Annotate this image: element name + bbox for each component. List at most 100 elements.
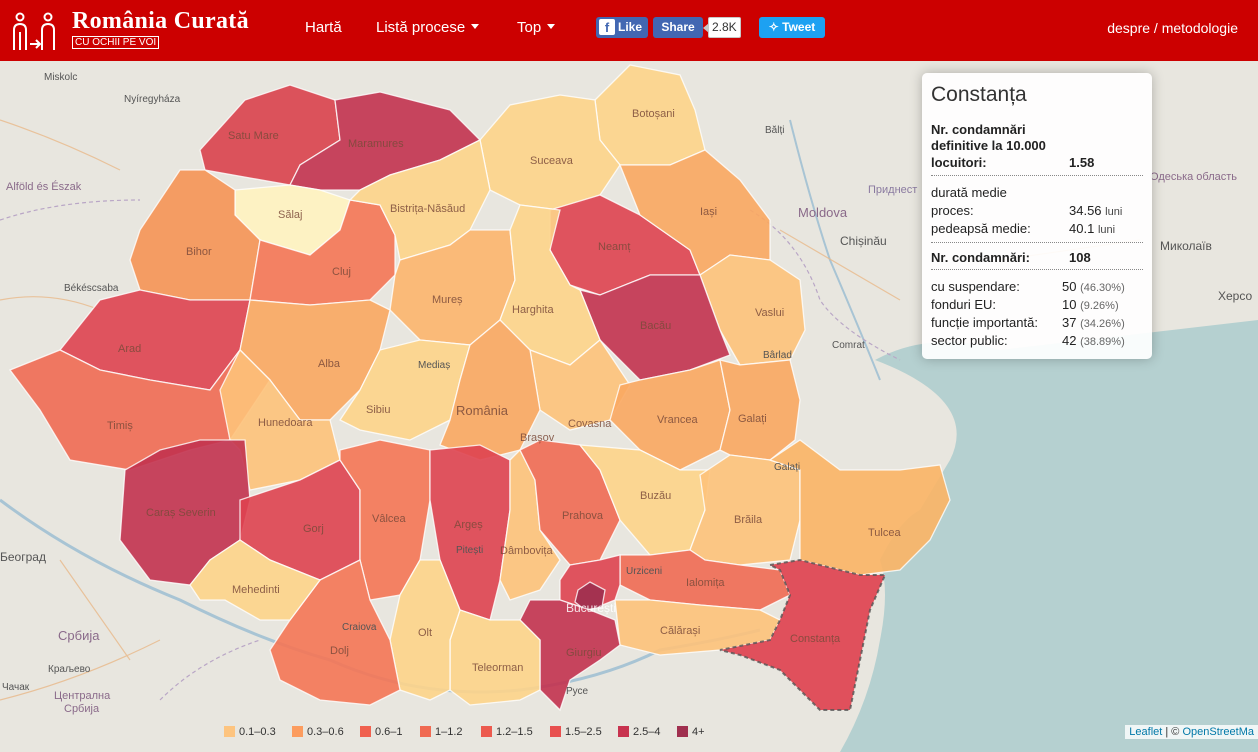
place-ruse: Русе <box>566 686 589 697</box>
facebook-share-count: 2.8K <box>703 17 741 38</box>
info-stat-value: 42 <box>1062 333 1077 348</box>
info-rate-label-1: Nr. condamnări <box>931 122 1026 137</box>
label-bucuresti: București <box>566 601 616 615</box>
county-bucuresti <box>574 581 606 611</box>
label-caras: Caraș Severin <box>146 507 216 519</box>
legend-label: 2.5–4 <box>633 726 661 738</box>
info-stat-label: sector public: <box>931 333 1008 348</box>
label-hunedoara: Hunedoara <box>258 417 313 429</box>
info-duration-label-1: durată medie <box>931 185 1007 200</box>
brand-logo[interactable]: România Curată CU OCHII PE VOI <box>10 6 270 54</box>
separator <box>931 269 1143 270</box>
info-stat-label: cu suspendare: <box>931 279 1020 294</box>
label-vrancea: Vrancea <box>657 414 698 426</box>
label-bistrita: Bistrița-Năsăud <box>390 203 465 215</box>
place-urziceni: Urziceni <box>626 566 662 577</box>
twitter-bird-icon: ✧ <box>768 20 779 34</box>
info-penalty-value-wrap: 40.1 luni <box>1069 221 1115 236</box>
place-kherson: Херсо <box>1218 289 1252 303</box>
label-suceava: Suceava <box>530 155 574 167</box>
caret-down-icon <box>547 24 556 29</box>
label-dolj: Dolj <box>330 645 349 657</box>
county-harghita <box>499 204 601 366</box>
top-navbar: România Curată CU OCHII PE VOI Hartă Lis… <box>0 0 1258 61</box>
label-galati: Galați <box>738 413 767 425</box>
facebook-icon: f <box>599 19 615 35</box>
legend-swatch <box>677 726 688 737</box>
counties-layer <box>8 64 951 712</box>
tweet-button[interactable]: ✧ Tweet <box>759 17 825 38</box>
place-mykolaiv: Миколаїв <box>1160 239 1212 253</box>
map-container[interactable]: Satu Mare Maramures Botoșani Suceava Săl… <box>0 61 1258 752</box>
legend-label: 1.2–1.5 <box>496 726 533 738</box>
label-timis: Timiș <box>107 420 133 432</box>
info-duration-unit: luni <box>1105 206 1123 218</box>
facebook-like-button[interactable]: f Like <box>596 17 648 38</box>
place-pitesti: Pitești <box>456 545 483 556</box>
info-penalty-row: pedeapsă medie: 40.1 luni <box>931 221 1145 237</box>
label-arges: Argeș <box>454 519 483 531</box>
info-stat-value-wrap: 37 (34.26%) <box>1062 315 1125 330</box>
place-centralna-1: Централна <box>54 690 111 702</box>
info-rate-label-2: definitive la 10.000 <box>931 138 1046 153</box>
info-stat-value: 50 <box>1062 279 1077 294</box>
legend-label: 0.1–0.3 <box>239 726 276 738</box>
county-constanta <box>719 558 887 711</box>
place-centralna-2: Србија <box>64 703 100 715</box>
place-odesa-obl: Одеська область <box>1150 171 1237 183</box>
people-logo-icon <box>13 12 55 50</box>
label-calarasi: Călărași <box>660 625 700 637</box>
info-rate-label-3: locuitori: <box>931 155 987 170</box>
label-bacau: Bacău <box>640 320 671 332</box>
info-stat-value-wrap: 10 (9.26%) <box>1062 297 1119 312</box>
attribution-separator: | © <box>1162 726 1183 738</box>
place-srbija: Србија <box>58 628 100 643</box>
place-medias: Mediaș <box>418 360 450 371</box>
label-satu-mare: Satu Mare <box>228 130 279 142</box>
county-labels: Satu Mare Maramures Botoșani Suceava Săl… <box>107 108 901 674</box>
facebook-share-button[interactable]: Share <box>653 17 703 38</box>
openstreetmap-link[interactable]: OpenStreetMa <box>1182 726 1254 738</box>
leaflet-link[interactable]: Leaflet <box>1129 726 1163 738</box>
label-vaslui: Vaslui <box>755 307 784 319</box>
label-romania: România <box>456 403 509 418</box>
nav-lista-procese-label: Listă procese <box>376 19 466 36</box>
info-duration-value: 34.56 <box>1069 203 1102 218</box>
info-penalty-label: pedeapsă medie: <box>931 221 1031 236</box>
nav-lista-procese[interactable]: Listă procese <box>376 19 480 36</box>
county-dolj <box>269 559 401 706</box>
legend-swatch <box>224 726 235 737</box>
facebook-like-label: Like <box>618 20 643 34</box>
nav-harta[interactable]: Hartă <box>305 19 342 36</box>
info-count-value: 108 <box>1069 250 1091 265</box>
nav-despre-metodologie[interactable]: despre / metodologie <box>1107 20 1238 36</box>
info-duration-label-2: proces: <box>931 203 974 218</box>
info-stat-value: 10 <box>1062 297 1077 312</box>
place-craiova: Craiova <box>342 622 377 633</box>
info-count-row: Nr. condamnări: 108 <box>931 250 1145 266</box>
legend-label: 1–1.2 <box>435 726 463 738</box>
place-chisinau: Chișinău <box>840 234 887 248</box>
legend-swatch <box>420 726 431 737</box>
county-maramures <box>289 91 482 191</box>
separator <box>931 242 1143 243</box>
info-stat-value-wrap: 50 (46.30%) <box>1062 279 1125 294</box>
legend-swatch <box>360 726 371 737</box>
brand-title: România Curată <box>72 8 249 34</box>
info-rate-value: 1.58 <box>1069 155 1095 170</box>
label-covasna: Covasna <box>568 418 612 430</box>
nav-top[interactable]: Top <box>517 19 556 36</box>
place-galati-city: Galați <box>774 462 800 473</box>
place-kraljevo: Краљево <box>48 664 91 675</box>
info-stat-pct: (9.26%) <box>1080 300 1119 312</box>
legend-swatch <box>618 726 629 737</box>
label-mehedinti: Mehedinti <box>232 584 280 596</box>
info-stat-label: fonduri EU: <box>931 297 997 312</box>
info-stat-label: funcție importantă: <box>931 315 1038 330</box>
info-stat-value: 37 <box>1062 315 1077 330</box>
label-harghita: Harghita <box>512 304 554 316</box>
info-penalty-unit: luni <box>1097 224 1116 236</box>
place-barlad: Bârlad <box>763 350 792 361</box>
legend-label: 0.6–1 <box>375 726 403 738</box>
place-nyiregyhaza: Nyíregyháza <box>124 94 181 105</box>
